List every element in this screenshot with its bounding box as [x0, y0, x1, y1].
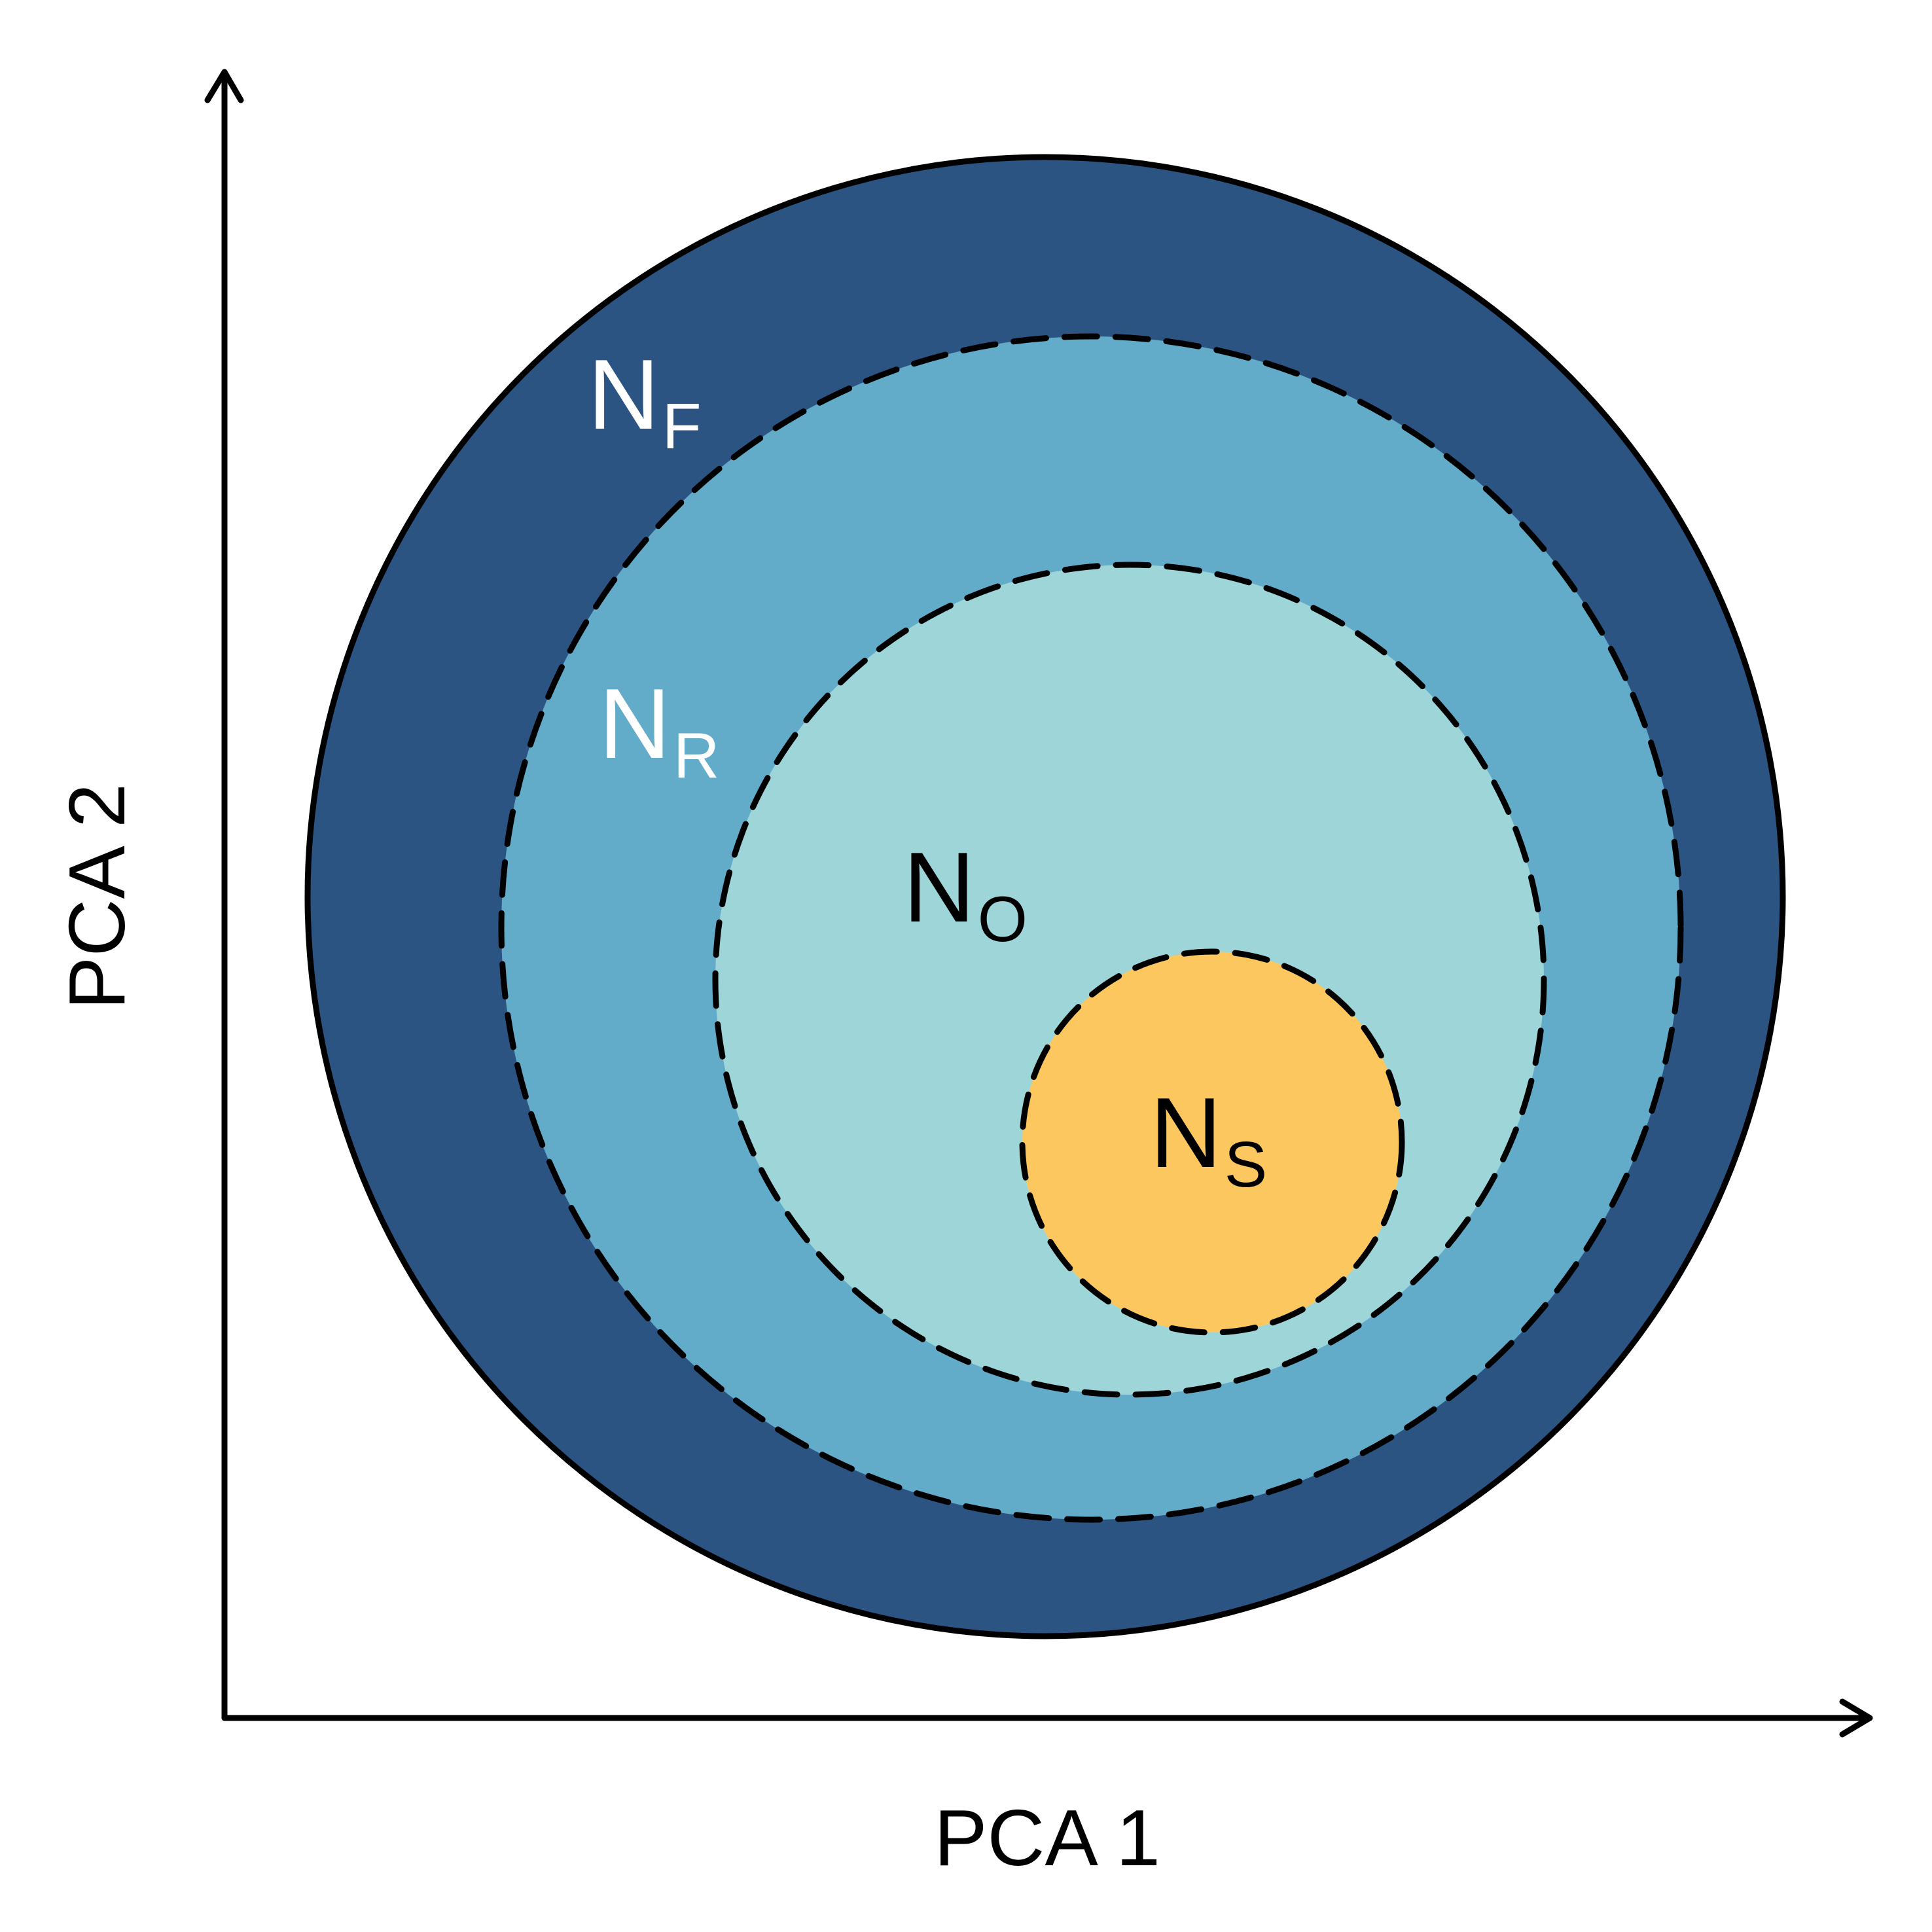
- axes: [204, 69, 1873, 1738]
- label-fundamental: NF: [588, 339, 702, 462]
- y-axis-arrowhead: [204, 69, 244, 103]
- y-axis-label: PCA 2: [52, 783, 141, 1010]
- label-occupied: NO: [903, 832, 1028, 955]
- x-axis-label: PCA 1: [934, 1793, 1160, 1882]
- label-sampled: NS: [1150, 1077, 1267, 1200]
- region-sampled: [1019, 948, 1405, 1336]
- region-labels: NF NR NO NS: [588, 339, 1267, 1200]
- niche-regions: [304, 154, 1786, 1639]
- x-axis-arrowhead: [1839, 1698, 1873, 1738]
- label-realized: NR: [599, 668, 720, 791]
